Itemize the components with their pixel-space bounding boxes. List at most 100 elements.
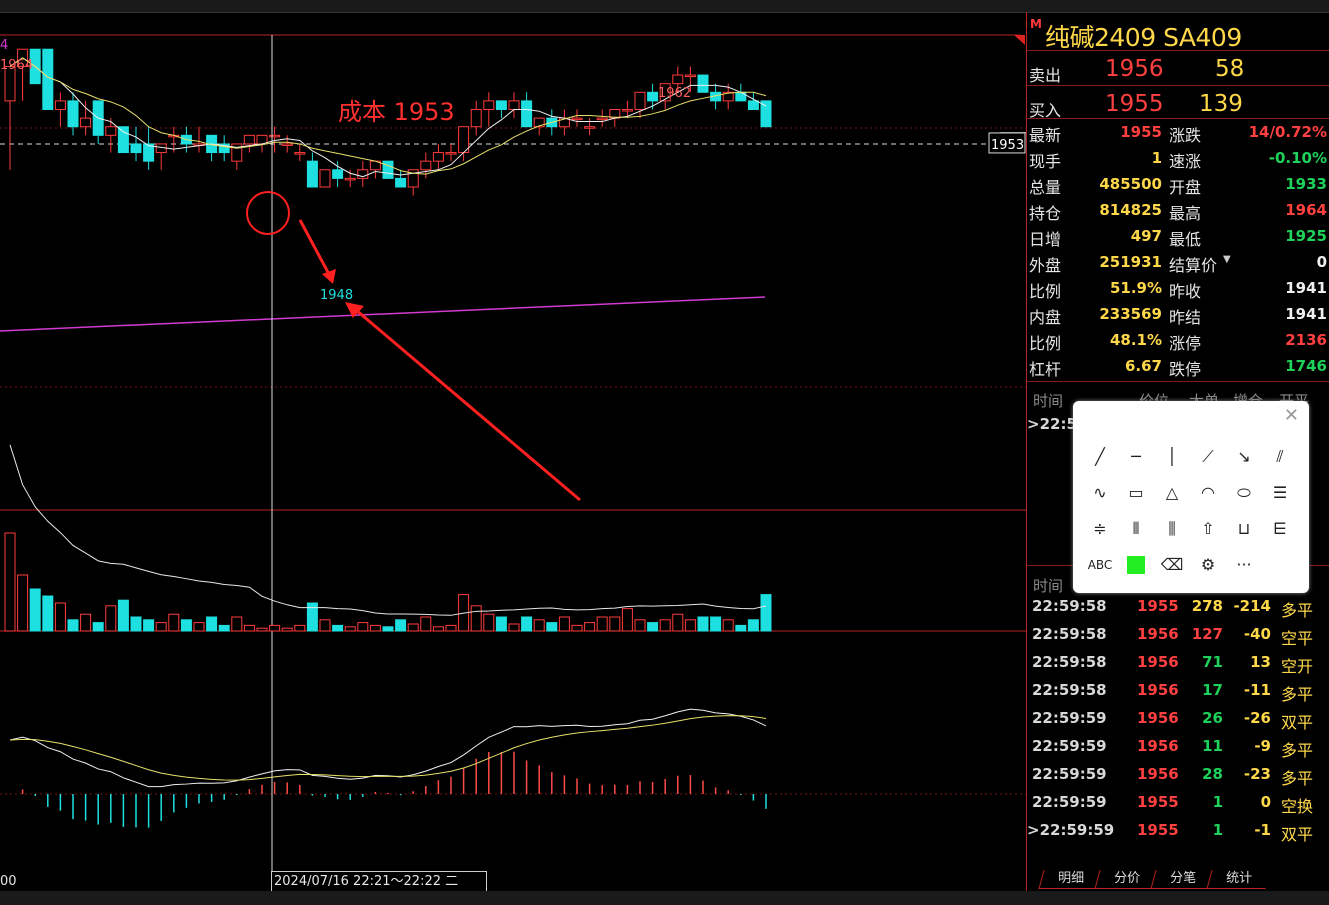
macd-dea-line [9,715,767,781]
market-badge: M [1030,17,1042,31]
channel-tool[interactable]: ≑ [1093,519,1107,538]
volume-bar [647,622,659,632]
high-price-label: 1962 [658,86,691,101]
stat-label: 比例 [1029,334,1062,353]
segment-tool[interactable]: ⟋ [1202,447,1214,466]
gann-tool[interactable]: ⫼ [1168,519,1176,538]
volume-bar [54,602,66,632]
more-tool[interactable]: ··· [1236,555,1252,574]
stat-left-row: 最新 1955 [1027,122,1167,148]
candle-body [621,109,633,112]
stat-value: -0.10% [1268,149,1327,167]
tick-chg: -40 [1243,625,1271,643]
volume-bar [735,624,747,632]
eraser-tool[interactable]: ⌫ [1160,555,1184,574]
tick-vol: 278 [1191,597,1223,615]
volume-bar [4,532,16,632]
stat-value: 1955 [1120,123,1162,141]
fib-tool[interactable]: ☰ [1272,483,1288,502]
triangle-tool[interactable]: △ [1165,483,1179,502]
tick-time: >22:59:59 [1027,821,1115,839]
macd-dif-line [9,708,767,788]
tick-row: 22:59:58 1955 278 -214 多平 [1027,597,1329,625]
panel-tabs: 明细 分价 分笔 统计 [1027,870,1329,890]
candle-body [344,177,356,181]
tab-label: 分笔 [1170,871,1197,886]
settlement-dropdown-icon[interactable]: ▼ [1223,254,1231,265]
stat-value: 1925 [1285,227,1327,245]
crosshair-time-label: 2024/07/16 22:21～22:22 二 [271,871,487,891]
ruler-tool[interactable]: ⊔ [1237,519,1251,538]
tick-time: 22:59:59 [1032,793,1107,811]
color-tool[interactable] [1123,553,1149,577]
volume-bar [747,619,759,632]
text-tool[interactable]: ABC [1087,558,1113,572]
period-tool[interactable]: ⦀ [1132,519,1140,538]
settings-tool[interactable]: ⚙ [1200,555,1216,574]
close-icon[interactable]: ✕ [1283,405,1299,426]
stat-label: 外盘 [1029,256,1062,275]
arrow-line-tool[interactable]: ↘ [1237,447,1251,466]
stat-label: 持仓 [1029,204,1062,223]
price-tag-label: 1953 [991,138,1024,153]
ellipse-tool[interactable]: ⬭ [1237,483,1251,502]
tick-chg: -26 [1243,709,1271,727]
red-arrowhead-short [322,269,336,284]
stat-label: 涨停 [1169,334,1202,353]
volume-bar [357,622,369,632]
ma10-line [9,57,767,175]
stat-right-row: 昨结 1941 [1169,304,1329,330]
quote-panel: M 纯碱2409 SA409 卖出 1956 58 买入 1955 139 最新… [1026,12,1329,891]
volume-bar [168,613,180,632]
volume-bar [42,595,54,632]
volume-bar [672,613,684,632]
stat-label: 杠杆 [1029,360,1062,379]
polyline-tool[interactable]: ∿ [1093,483,1107,502]
tick-time: 22:59:58 [1032,597,1107,615]
volume-bar [344,626,356,632]
stat-value: 48.1% [1109,331,1162,349]
tick-type: 多平 [1281,685,1314,704]
stat-left-row: 日增 497 [1027,226,1167,252]
stat-value: 1933 [1285,175,1327,193]
tick-chg: -11 [1243,681,1271,699]
candle-body [382,160,394,179]
parallel-tool[interactable]: ⫽ [1276,447,1284,466]
volume-bar [206,616,218,632]
hline-tool[interactable]: ─ [1131,447,1141,466]
tab-0[interactable]: 明细 [1038,870,1103,889]
up-arrow-tool[interactable]: ⇧ [1201,519,1215,538]
candle-body [647,91,659,102]
fib-ext-tool[interactable]: ⋿ [1273,519,1287,538]
left-axis-top-label: 4 [0,38,9,53]
left-axis-bottom-label: 00 [0,874,17,889]
candle-body [130,143,142,154]
stat-label: 结算价 [1169,256,1218,275]
arc-tool[interactable]: ◠ [1201,483,1215,502]
candle-body [672,74,684,85]
tick-vol: 26 [1202,709,1223,727]
tick-row: 22:59:58 1956 127 -40 空平 [1027,625,1329,653]
volume-bar [760,594,772,632]
tab-2[interactable]: 分笔 [1150,870,1215,889]
rect-tool[interactable]: ▭ [1128,483,1144,502]
volume-bar [710,616,722,632]
tick-type: 多平 [1281,601,1314,620]
volume-bar [218,624,230,632]
volume-bar [533,619,545,632]
window-title-bar [0,0,1329,13]
stat-label: 跌停 [1169,360,1202,379]
candle-body [294,152,306,155]
vline-tool[interactable]: │ [1167,447,1177,466]
volume-bar [684,619,696,632]
stat-value: 233569 [1099,305,1162,323]
line-tool[interactable]: ╱ [1095,447,1105,466]
volume-bar [495,616,507,632]
tab-1[interactable]: 分价 [1094,870,1159,889]
stat-right-row: 昨收 1941 [1169,278,1329,304]
tab-3[interactable]: 统计 [1206,870,1271,889]
tick-price: 1956 [1137,709,1179,727]
kline-chart[interactable]: 1953 成本 1953 1962 1948 [0,12,1026,891]
stat-right-row: 速涨 -0.10% [1169,148,1329,174]
stat-right-row: 涨跌 14/0.72% [1169,122,1329,148]
